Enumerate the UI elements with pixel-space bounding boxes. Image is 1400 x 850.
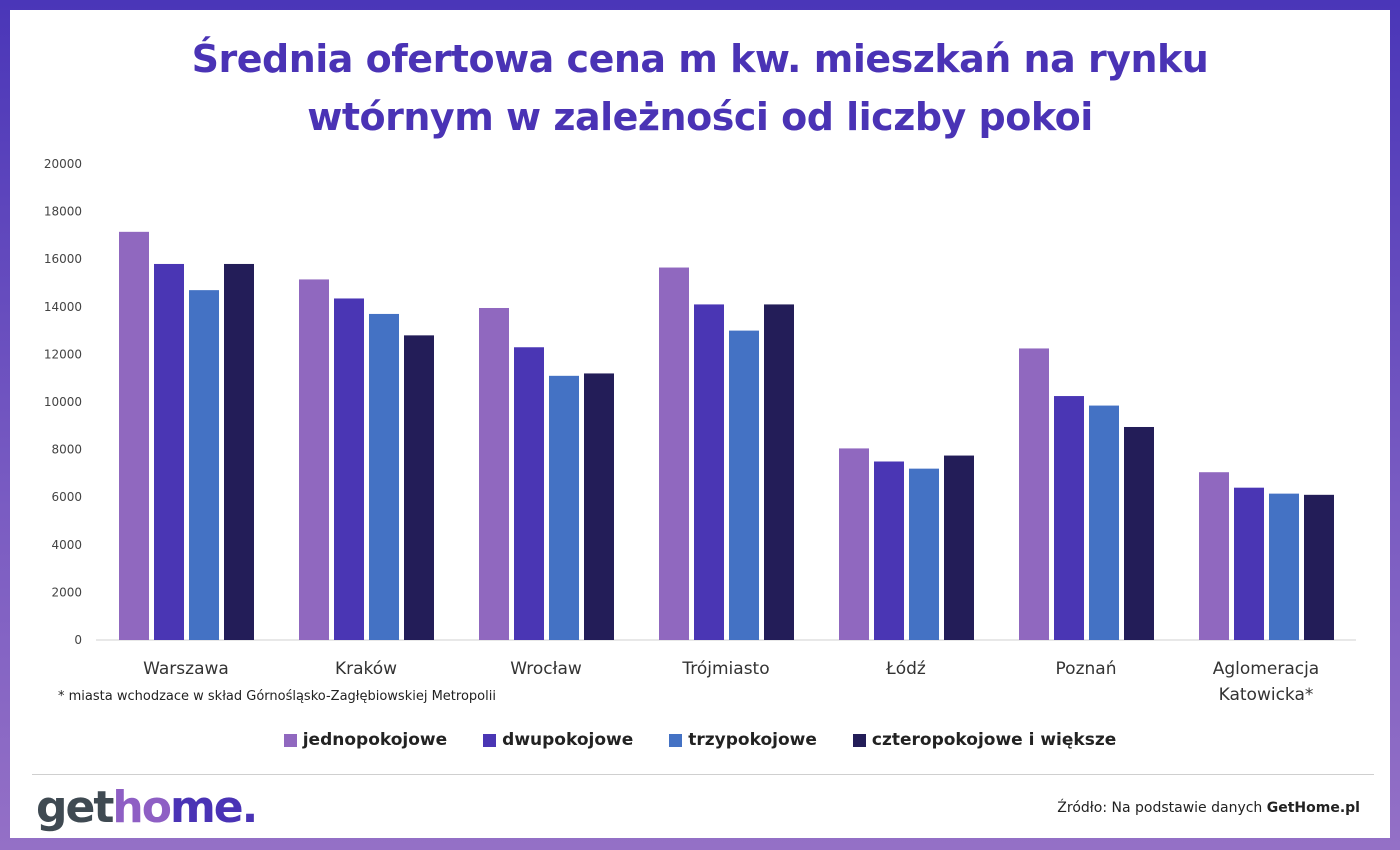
x-category-label: Poznań xyxy=(1056,659,1117,679)
bar-trzypokojowe xyxy=(1089,405,1119,640)
legend: jednopokojowe dwupokojowe trzypokojowe czte… xyxy=(0,730,1400,750)
bar-dwupokojowe xyxy=(154,263,184,640)
legend-swatch xyxy=(669,733,683,747)
bar-dwupokojowe xyxy=(1054,396,1084,640)
chart-title: Średnia ofertowa cena m kw. mieszkań na … xyxy=(191,37,1209,139)
legend-label: jednopokojowe xyxy=(302,730,448,750)
bar-dwupokojowe xyxy=(1234,487,1264,640)
y-tick-label: 8000 xyxy=(51,443,82,457)
bar-jednopokojowe xyxy=(119,231,149,640)
legend-label: dwupokojowe xyxy=(502,730,634,750)
bar-czteropokojowe xyxy=(404,335,434,640)
x-category-label: Kraków xyxy=(335,659,397,679)
legend-item: jednopokojowe xyxy=(283,730,448,750)
bar-trzypokojowe xyxy=(549,375,579,640)
bar-czteropokojowe xyxy=(224,263,254,640)
y-tick-label: 16000 xyxy=(44,252,82,266)
bar-trzypokojowe xyxy=(729,330,759,640)
y-tick-label: 2000 xyxy=(51,585,82,599)
bar-jednopokojowe xyxy=(839,448,869,640)
x-category-label: Aglomeracja xyxy=(1213,659,1319,679)
y-tick-label: 12000 xyxy=(44,347,82,361)
legend-label: czteropokojowe i większe xyxy=(871,730,1117,750)
bar-trzypokojowe xyxy=(189,290,219,640)
y-tick-label: 10000 xyxy=(44,395,82,409)
source-text: Źródło: Na podstawie danych GetHome.pl xyxy=(1057,800,1360,816)
bar-dwupokojowe xyxy=(514,347,544,640)
legend-item: czteropokojowe i większe xyxy=(852,730,1117,750)
footnote: * miasta wchodzace w skład Górnośląsko-Z… xyxy=(58,689,496,704)
bar-czteropokojowe xyxy=(1304,494,1334,640)
y-tick-label: 18000 xyxy=(44,205,82,219)
legend-label: trzypokojowe xyxy=(688,730,817,750)
bar-trzypokojowe xyxy=(369,313,399,640)
bar-dwupokojowe xyxy=(874,461,904,640)
bar-czteropokojowe xyxy=(764,304,794,640)
legend-swatch xyxy=(483,733,497,747)
x-category-label: Katowicka* xyxy=(1219,685,1314,705)
legend-swatch xyxy=(852,733,866,747)
x-category-label: Wrocław xyxy=(510,659,582,679)
divider xyxy=(32,774,1374,775)
gethome-logo: gethome. xyxy=(36,782,258,833)
bar-czteropokojowe xyxy=(584,373,614,640)
y-tick-label: 4000 xyxy=(51,538,82,552)
y-tick-label: 6000 xyxy=(51,490,82,504)
bar-jednopokojowe xyxy=(479,307,509,640)
x-category-label: Warszawa xyxy=(143,659,229,679)
y-tick-label: 14000 xyxy=(44,300,82,314)
bar-czteropokojowe xyxy=(1124,426,1154,640)
x-category-label: Trójmiasto xyxy=(681,659,769,679)
bar-jednopokojowe xyxy=(1019,348,1049,640)
legend-item: trzypokojowe xyxy=(669,730,817,750)
y-tick-label: 20000 xyxy=(44,157,82,171)
bar-jednopokojowe xyxy=(1199,472,1229,640)
bar-jednopokojowe xyxy=(299,279,329,640)
bar-trzypokojowe xyxy=(1269,493,1299,640)
bar-czteropokojowe xyxy=(944,455,974,640)
x-category-label: Łódź xyxy=(885,659,926,679)
y-tick-label: 0 xyxy=(74,633,82,647)
bar-dwupokojowe xyxy=(334,298,364,640)
bar-dwupokojowe xyxy=(694,304,724,640)
legend-item: dwupokojowe xyxy=(483,730,633,750)
legend-swatch xyxy=(283,733,297,747)
bar-trzypokojowe xyxy=(909,468,939,640)
bar-jednopokojowe xyxy=(659,267,689,640)
